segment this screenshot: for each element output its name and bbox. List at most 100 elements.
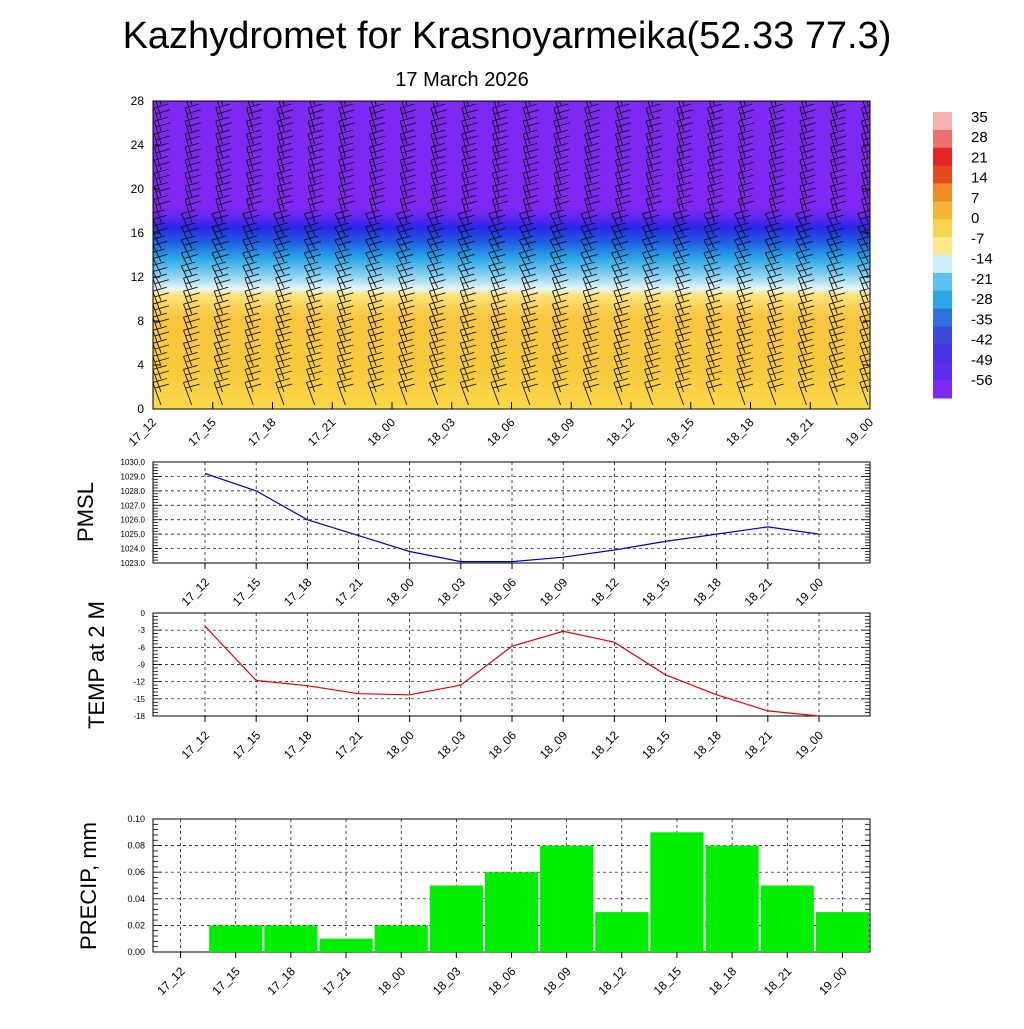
- wind-barb: [768, 168, 785, 197]
- wind-barb: [522, 168, 540, 197]
- wind-barb: [524, 101, 531, 119]
- wind-barb: [799, 129, 816, 158]
- precip-ytick-label: 0.00: [127, 947, 145, 957]
- wind-barb: [613, 286, 631, 314]
- wind-barb: [155, 101, 162, 119]
- wind-barb: [430, 142, 447, 171]
- wind-barb: [184, 194, 201, 223]
- wind-barb: [459, 299, 477, 327]
- wind-barb: [521, 378, 538, 406]
- wind-barb: [767, 273, 784, 301]
- wind-barb: [551, 364, 569, 393]
- wind-barb: [428, 312, 446, 340]
- wind-barb: [244, 338, 262, 367]
- wind-barb: [613, 351, 631, 380]
- wind-barb: [334, 235, 352, 262]
- cs-ytick-label: 16: [131, 226, 145, 240]
- wind-barb: [734, 222, 752, 249]
- wind-barb: [551, 299, 569, 327]
- wind-barb: [672, 261, 690, 288]
- wind-barb: [551, 378, 569, 406]
- wind-barb: [830, 142, 847, 171]
- wind-barb: [522, 194, 540, 223]
- wind-barb: [396, 222, 414, 249]
- precip-xtick-label: 19_00: [816, 964, 850, 998]
- wind-barb: [183, 378, 200, 406]
- wind-barb: [830, 129, 847, 158]
- colorbar-swatch: [933, 362, 952, 381]
- wind-barb: [584, 194, 601, 223]
- precip-bar: [595, 912, 649, 952]
- wind-barb: [582, 273, 600, 301]
- wind-barb: [611, 248, 629, 275]
- wind-barb: [430, 168, 447, 197]
- colorbar-label: -21: [971, 271, 993, 288]
- wind-barb: [275, 338, 292, 367]
- wind-barb: [276, 142, 294, 171]
- cs-xtick-label: 18_09: [544, 415, 578, 449]
- wind-barb: [183, 299, 200, 327]
- wind-barb: [153, 235, 168, 262]
- wind-barb: [398, 299, 415, 327]
- wind-barb: [553, 103, 570, 132]
- wind-barb: [615, 142, 632, 171]
- wind-barb: [580, 248, 598, 275]
- wind-barb: [676, 103, 693, 132]
- temp2m-series-line: [204, 625, 820, 717]
- wind-barb: [737, 142, 755, 171]
- wind-barb: [338, 194, 355, 223]
- wind-barb: [215, 181, 232, 210]
- wind-barb: [767, 286, 784, 314]
- colorbar-label: 21: [971, 149, 988, 166]
- wind-barb: [736, 378, 754, 406]
- wind-barb: [641, 261, 660, 288]
- wind-barb: [461, 181, 478, 210]
- wind-barb: [830, 194, 847, 223]
- wind-barb: [490, 364, 508, 393]
- wind-barb: [246, 194, 263, 223]
- colorbar-swatch: [933, 112, 952, 131]
- wind-barb: [276, 103, 294, 132]
- wind-barb: [338, 168, 355, 197]
- wind-barb: [336, 299, 354, 327]
- cs-ytick-label: 24: [131, 138, 145, 152]
- cs-ytick-label: 28: [131, 94, 145, 108]
- precip-xtick-label: 17_15: [209, 964, 243, 998]
- wind-barb: [459, 364, 477, 393]
- wind-barb: [582, 364, 600, 393]
- wind-barb: [799, 142, 816, 171]
- wind-barb: [275, 351, 292, 380]
- wind-barb: [276, 168, 294, 197]
- colorbar-label: -28: [971, 291, 993, 308]
- wind-barb: [703, 222, 721, 249]
- wind-barb: [736, 325, 754, 353]
- precip-xtick-label: 17_21: [320, 964, 354, 998]
- wind-barb: [430, 194, 447, 223]
- wind-barb: [275, 364, 292, 393]
- wind-barb: [555, 101, 562, 119]
- wind-barb: [183, 286, 200, 314]
- wind-barb: [705, 273, 723, 301]
- wind-barb: [428, 299, 446, 327]
- wind-barb: [180, 222, 199, 249]
- wind-barb: [613, 299, 631, 327]
- wind-barb: [334, 248, 352, 275]
- wind-barb: [676, 181, 693, 210]
- wind-barb: [426, 261, 444, 288]
- wind-barb: [611, 235, 629, 262]
- wind-barb: [369, 155, 386, 184]
- wind-barb: [428, 273, 446, 301]
- wind-barb: [737, 155, 755, 184]
- wind-barb: [275, 299, 292, 327]
- wind-barb: [461, 194, 478, 223]
- wind-barb: [490, 325, 508, 353]
- wind-barb: [613, 325, 631, 353]
- wind-barb: [645, 155, 663, 184]
- precip-panel: 0.00 0.02 0.04 0.06 0.08 0.10 17_12 17_15 17_18 1…: [76, 814, 871, 998]
- wind-barb: [645, 116, 663, 145]
- wind-barb: [797, 312, 815, 340]
- wind-barb: [184, 103, 201, 132]
- wind-barb: [336, 312, 354, 340]
- wind-barb: [797, 351, 815, 380]
- wind-barb: [768, 116, 785, 145]
